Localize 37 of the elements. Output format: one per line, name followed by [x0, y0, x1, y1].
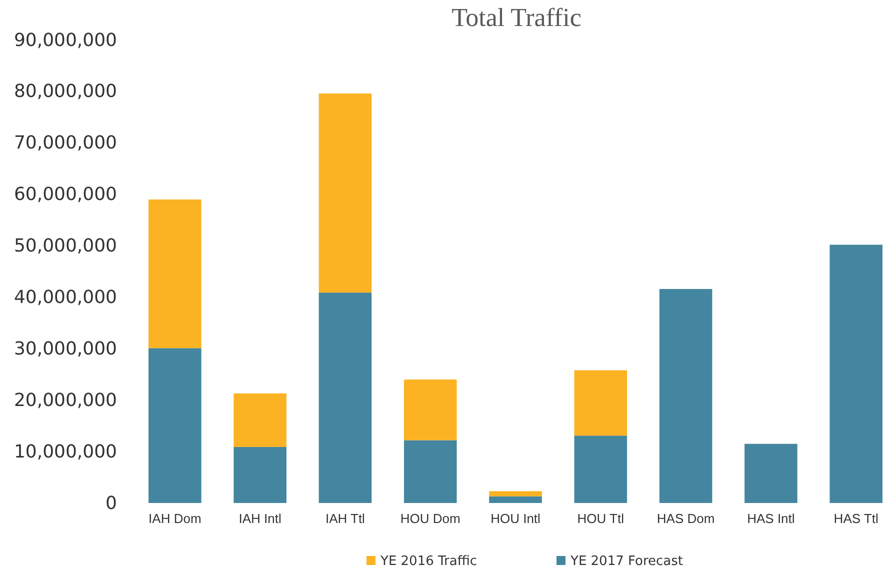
- x-tick-label: IAH Dom: [148, 511, 202, 526]
- y-tick-label: 90,000,000: [14, 30, 117, 51]
- bar: [234, 393, 286, 447]
- x-tick-label: HOU Intl: [490, 511, 541, 526]
- y-tick-label: 40,000,000: [14, 286, 117, 308]
- x-tick-label: HAS Dom: [656, 511, 715, 526]
- bar: [148, 199, 202, 348]
- legend-label: YE 2017 Forecast: [570, 554, 684, 569]
- x-tick-label: IAH Intl: [238, 511, 282, 526]
- bar: [148, 348, 202, 503]
- bar: [574, 436, 628, 503]
- x-tick-label: HOU Dom: [400, 511, 460, 526]
- bar: [489, 491, 542, 496]
- x-tick-label: HAS Ttl: [834, 511, 878, 526]
- bar: [318, 292, 372, 503]
- bar: [318, 94, 372, 293]
- bar: [659, 288, 712, 503]
- x-tick-label: HOU Ttl: [577, 511, 624, 526]
- bar: [574, 370, 628, 436]
- y-tick-label: 60,000,000: [14, 184, 117, 206]
- bar: [404, 380, 457, 440]
- y-tick-label: 70,000,000: [14, 132, 117, 154]
- y-tick-label: 0: [106, 492, 117, 514]
- y-tick-label: 20,000,000: [14, 390, 117, 411]
- bar: [234, 446, 286, 503]
- legend-label: YE 2016 Traffic: [380, 554, 478, 569]
- x-tick-label: IAH Ttl: [325, 511, 366, 526]
- y-tick-label: 80,000,000: [14, 81, 117, 102]
- x-tick-label: HAS Intl: [747, 511, 795, 526]
- chart-title: Total Traffic: [452, 3, 582, 32]
- bar: [744, 444, 798, 503]
- y-tick-label: 50,000,000: [14, 236, 117, 257]
- y-tick-label: 30,000,000: [14, 338, 117, 360]
- bar: [830, 244, 882, 503]
- bar: [489, 496, 542, 503]
- y-tick-label: 10,000,000: [14, 441, 117, 462]
- bar: [404, 440, 457, 503]
